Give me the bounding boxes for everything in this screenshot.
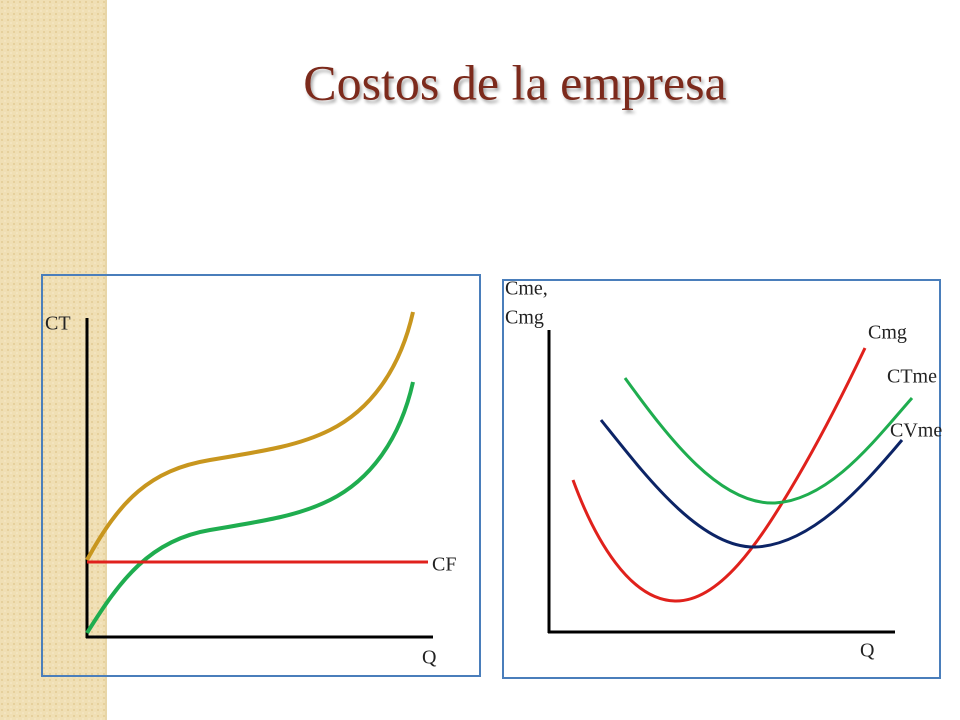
- ct-curve: [85, 311, 415, 561]
- y-label: Cme,: [505, 278, 548, 300]
- cvme-curve: [599, 419, 904, 549]
- y-label: CT: [45, 313, 71, 335]
- y-label: Cmg: [505, 307, 544, 329]
- cmg-curve: [571, 347, 867, 603]
- left-frame: [41, 274, 481, 677]
- ctme-label: CTme: [887, 366, 937, 388]
- ctme-curve: [623, 377, 914, 505]
- x-label: Q: [422, 647, 437, 669]
- right-frame: [502, 279, 941, 679]
- cmg-label: Cmg: [868, 322, 907, 344]
- cv-curve: [85, 381, 415, 635]
- cf-label: CF: [432, 554, 456, 576]
- x-label: Q: [860, 640, 875, 662]
- cvme-label: CVme: [890, 420, 942, 442]
- side-strip: [0, 0, 105, 720]
- slide-title: Costos de la empresa: [303, 54, 727, 110]
